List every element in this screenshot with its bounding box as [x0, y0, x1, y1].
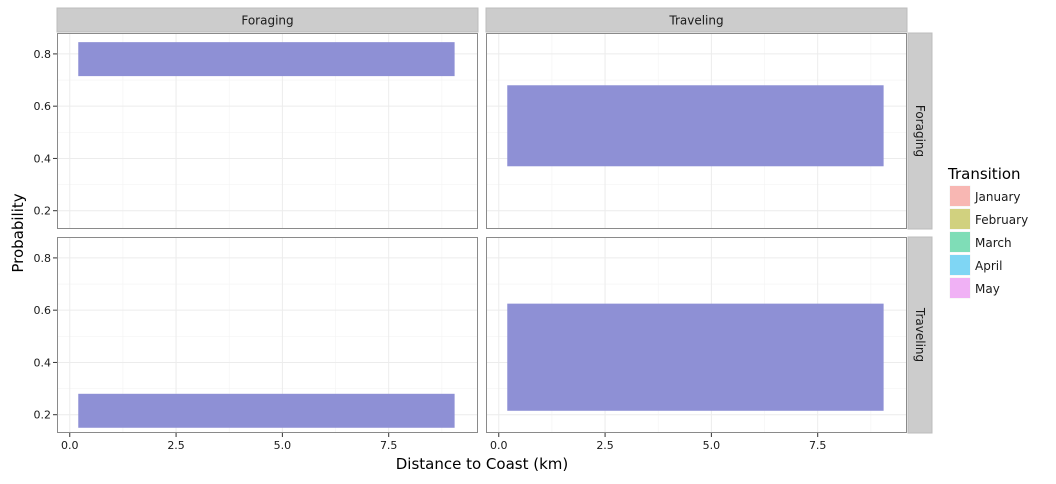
- y-tick-label: 0.4: [34, 152, 52, 165]
- y-tick-label: 0.6: [34, 100, 52, 113]
- row-strip-label: Foraging: [913, 105, 927, 157]
- x-tick-label: 0.0: [490, 439, 508, 452]
- y-axis-label: Probability: [9, 193, 27, 272]
- panel-border: [57, 33, 478, 229]
- x-tick-label: 5.0: [703, 439, 721, 452]
- range-bar: [507, 303, 884, 411]
- y-tick-label: 0.4: [34, 356, 52, 369]
- panel-r1-c0: [57, 237, 478, 433]
- panel-r0-c1: [486, 33, 907, 229]
- row-strip: [907, 32, 933, 230]
- panel-r0-c0: [57, 33, 478, 229]
- legend-item-label: April: [975, 259, 1002, 273]
- legend-swatch: [950, 278, 970, 298]
- legend-title: Transition: [947, 165, 1021, 183]
- column-strip-label: Foraging: [241, 14, 293, 28]
- panel-border: [486, 237, 907, 433]
- row-strip: [907, 236, 933, 434]
- y-tick-label: 0.2: [34, 409, 52, 422]
- column-strip: [56, 7, 479, 33]
- x-tick-label: 2.5: [167, 439, 185, 452]
- legend-swatch: [950, 186, 970, 206]
- legend-swatch: [950, 255, 970, 275]
- row-strip-label: Traveling: [913, 307, 927, 362]
- panel-border: [57, 237, 478, 433]
- panels-layer: Foraging Traveling Foraging Traveling 0.2 0.4…: [34, 7, 933, 452]
- range-bar: [78, 393, 455, 428]
- x-tick-label: 7.5: [380, 439, 398, 452]
- column-strip-label: Traveling: [668, 14, 723, 28]
- x-tick-label: 5.0: [274, 439, 292, 452]
- y-tick-label: 0.8: [34, 252, 52, 265]
- legend-item-label: March: [975, 236, 1012, 250]
- legend: Transition January February March April May: [947, 165, 1028, 300]
- panel-r1-c1: [486, 237, 907, 433]
- legend-item-label: January: [974, 190, 1021, 204]
- column-strip: [485, 7, 908, 33]
- y-tick-label: 0.6: [34, 304, 52, 317]
- panel-border: [486, 33, 907, 229]
- y-tick-label: 0.2: [34, 205, 52, 218]
- range-bar: [507, 85, 884, 167]
- legend-item-label: February: [975, 213, 1028, 227]
- y-tick-label: 0.8: [34, 48, 52, 61]
- range-bar: [78, 42, 455, 77]
- legend-swatch: [950, 209, 970, 229]
- legend-swatch: [950, 232, 970, 252]
- x-axis-label: Distance to Coast (km): [396, 455, 569, 473]
- legend-item-label: May: [975, 282, 1000, 296]
- x-tick-label: 0.0: [61, 439, 79, 452]
- x-tick-label: 2.5: [596, 439, 614, 452]
- x-tick-label: 7.5: [809, 439, 827, 452]
